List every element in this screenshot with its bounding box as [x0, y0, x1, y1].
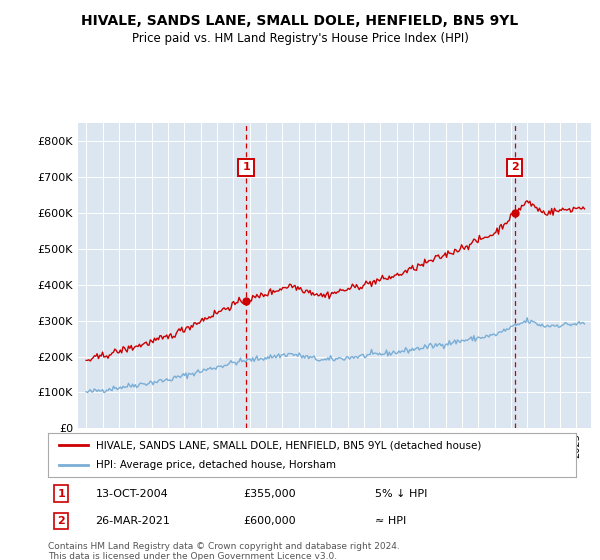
Text: 26-MAR-2021: 26-MAR-2021 [95, 516, 170, 526]
Text: 2: 2 [511, 162, 518, 172]
Text: 13-OCT-2004: 13-OCT-2004 [95, 489, 168, 498]
Text: HIVALE, SANDS LANE, SMALL DOLE, HENFIELD, BN5 9YL: HIVALE, SANDS LANE, SMALL DOLE, HENFIELD… [82, 14, 518, 28]
Text: HPI: Average price, detached house, Horsham: HPI: Average price, detached house, Hors… [95, 460, 335, 470]
Text: 5% ↓ HPI: 5% ↓ HPI [376, 489, 428, 498]
Text: 1: 1 [242, 162, 250, 172]
Text: £355,000: £355,000 [244, 489, 296, 498]
Text: £600,000: £600,000 [244, 516, 296, 526]
Text: ≈ HPI: ≈ HPI [376, 516, 407, 526]
Text: HIVALE, SANDS LANE, SMALL DOLE, HENFIELD, BN5 9YL (detached house): HIVALE, SANDS LANE, SMALL DOLE, HENFIELD… [95, 440, 481, 450]
Text: 2: 2 [58, 516, 65, 526]
Text: Price paid vs. HM Land Registry's House Price Index (HPI): Price paid vs. HM Land Registry's House … [131, 32, 469, 45]
Text: Contains HM Land Registry data © Crown copyright and database right 2024.
This d: Contains HM Land Registry data © Crown c… [48, 542, 400, 560]
Text: 1: 1 [58, 489, 65, 498]
